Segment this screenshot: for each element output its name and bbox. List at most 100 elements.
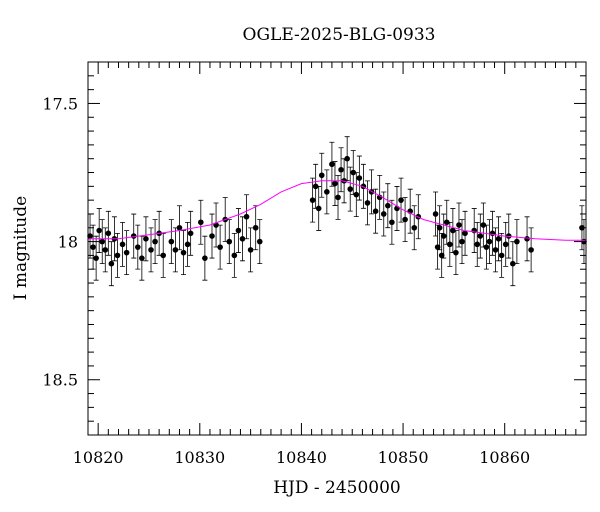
data-point [510, 260, 516, 267]
data-point [495, 236, 502, 242]
tick-labels: 10820 10830 10840 10850 10860 17.5 18 18.5 [42, 94, 530, 467]
data-point [528, 247, 534, 253]
data-point [226, 238, 233, 245]
data-point [256, 238, 263, 245]
data-point [332, 180, 338, 187]
data-point [338, 166, 344, 173]
y-tick-label: 17.5 [42, 94, 78, 113]
data-point [350, 169, 357, 176]
data-point [252, 224, 259, 231]
data-point [402, 216, 408, 223]
data-point [398, 197, 404, 203]
data-point [385, 202, 391, 209]
data-point [231, 252, 238, 259]
data-point [456, 222, 462, 228]
data-point [176, 224, 183, 231]
data-point [130, 233, 137, 239]
data-points [87, 155, 587, 267]
data-point [450, 227, 456, 234]
data-point [514, 238, 520, 245]
data-point [344, 155, 350, 162]
data-point [180, 249, 187, 256]
data-point [239, 236, 246, 242]
data-point [217, 244, 223, 250]
data-point [184, 241, 191, 248]
data-point [353, 191, 360, 198]
x-tick-label: 10840 [276, 448, 327, 467]
data-point [411, 224, 418, 231]
data-point [474, 241, 481, 248]
data-point [347, 186, 354, 192]
data-point [453, 249, 459, 256]
x-axis-label: HJD - 2450000 [273, 478, 401, 498]
data-point [143, 236, 149, 242]
data-point [102, 247, 109, 253]
data-point [312, 183, 319, 190]
data-point [438, 252, 445, 259]
plot-frame [87, 61, 587, 436]
data-point [372, 208, 379, 214]
data-point [148, 247, 154, 253]
data-point [492, 247, 499, 253]
data-point [96, 227, 102, 234]
data-point [436, 224, 443, 231]
data-point [135, 244, 141, 250]
data-point [198, 219, 204, 226]
data-point [459, 238, 465, 245]
data-point [324, 189, 330, 195]
data-point [364, 200, 371, 206]
data-point [524, 236, 530, 242]
data-point [209, 233, 215, 239]
data-point [315, 205, 322, 212]
data-point [447, 241, 453, 248]
data-point [172, 247, 179, 253]
data-point [139, 255, 145, 261]
data-point [443, 219, 450, 226]
data-point [168, 238, 175, 245]
y-axis-label: I magnitude [11, 196, 31, 300]
data-point [480, 222, 487, 228]
data-point [202, 255, 208, 261]
data-point [477, 233, 484, 239]
data-point [93, 255, 99, 261]
data-point [389, 219, 395, 226]
chart-title: OGLE-2025-BLG-0933 [243, 25, 436, 45]
model-curve [88, 180, 586, 241]
data-point [318, 172, 325, 179]
y-tick-label: 18.5 [42, 371, 78, 390]
data-point [187, 230, 194, 237]
data-point [119, 241, 126, 248]
data-point [108, 260, 115, 267]
data-point [90, 244, 96, 250]
data-point [502, 241, 509, 248]
y-tick-label: 18 [58, 233, 78, 252]
x-tick-label: 10820 [73, 448, 124, 467]
data-point [235, 227, 242, 234]
data-point [380, 211, 387, 217]
data-point [99, 238, 106, 245]
data-point [432, 211, 439, 217]
data-point [243, 213, 250, 220]
data-point [105, 230, 112, 237]
data-point [483, 244, 490, 250]
data-point [440, 233, 447, 239]
data-point [434, 244, 441, 250]
data-point [114, 252, 121, 259]
data-point [152, 238, 158, 245]
data-point [309, 197, 316, 203]
data-point [87, 233, 93, 239]
data-point [489, 230, 496, 237]
data-point [329, 161, 335, 168]
x-tick-label: 10850 [378, 448, 429, 467]
axis-ticks [88, 61, 587, 436]
x-tick-label: 10860 [479, 448, 530, 467]
data-point [247, 247, 254, 253]
data-point [335, 194, 341, 201]
data-point [486, 238, 493, 245]
data-point [462, 230, 468, 237]
data-point [356, 175, 363, 181]
data-point [123, 249, 130, 256]
data-point [160, 252, 167, 259]
data-point [498, 252, 505, 259]
